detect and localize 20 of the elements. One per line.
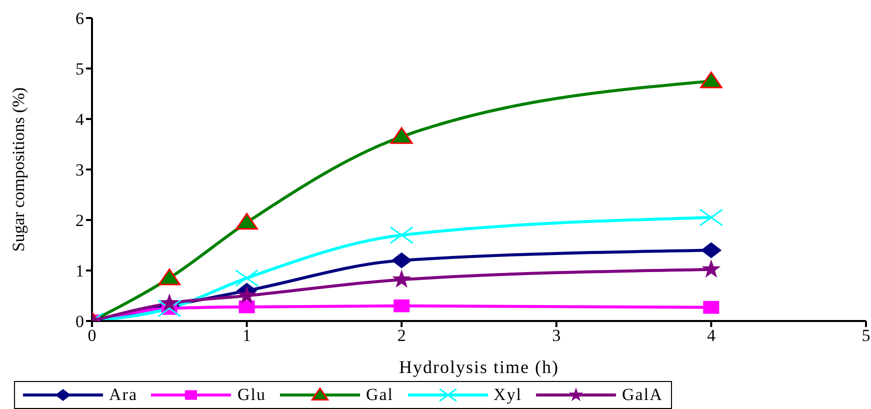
x-tick-label: 3	[552, 326, 561, 346]
y-tick-label: 3	[76, 160, 84, 180]
x-tick-label: 2	[397, 326, 406, 346]
y-tick-label: 1	[76, 262, 84, 281]
x-tick-label: 5	[862, 326, 870, 346]
x-tick-label: 0	[88, 326, 96, 346]
legend-label: Glu	[237, 385, 266, 405]
legend-label: Gal	[366, 385, 394, 405]
x-tick-label: 4	[706, 326, 716, 346]
y-axis-title: Sugar compositions (%)	[9, 87, 28, 252]
legend-label: Xyl	[494, 385, 522, 405]
x-axis-title: Hydrolysis time (h)	[399, 357, 559, 377]
legend-label: Ara	[109, 385, 138, 405]
y-tick-label: 6	[76, 9, 84, 28]
x-tick-label: 1	[242, 326, 252, 346]
y-tick-label: 5	[76, 60, 84, 79]
y-tick-label: 2	[76, 211, 84, 230]
y-tick-label: 4	[76, 110, 84, 130]
y-tick-label: 0	[76, 312, 84, 332]
legend-label: GalA	[622, 385, 663, 405]
